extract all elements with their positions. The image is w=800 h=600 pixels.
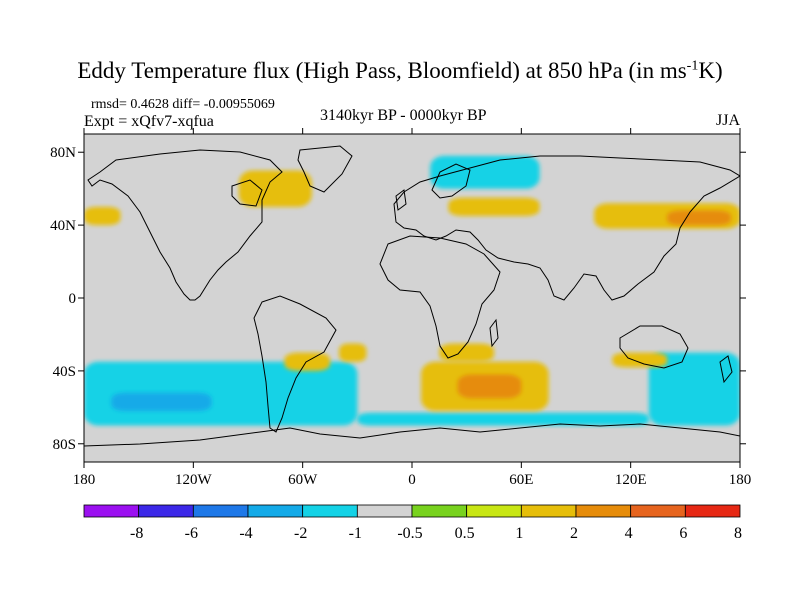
colorbar-label: 2 [570,525,578,542]
x-tick-label: 0 [408,472,416,488]
colorbar-swatch-8 [520,504,577,518]
region-north-pacific-core [667,210,731,226]
coast-africa [379,235,501,359]
colorbar-swatch-4 [302,504,358,518]
region-north-pacific-west [84,206,121,226]
coast-antarctica [84,423,740,447]
x-tick-label: 180 [73,472,96,488]
colorbar-swatch-3 [247,504,304,518]
region-north-atlantic-nordic [430,155,540,189]
colorbar-label: -4 [239,525,252,542]
region-south-america-east-pos [339,343,367,362]
colorbar-label: -6 [185,525,198,542]
colorbar-label: 6 [679,525,687,542]
coast-hudson-bay [231,179,263,207]
coast-australia [619,325,689,369]
region-hudson-bay [238,170,312,207]
y-tick-label: 0 [69,291,77,307]
coast-greenland [297,145,353,193]
coast-new-zealand [719,355,733,384]
season-label: JJA [716,112,741,129]
experiment-label: Expt = xQfv7-xqfua [84,113,214,130]
colorbar-swatch-2 [192,504,249,518]
colorbar-label: -0.5 [397,525,422,542]
colorbar-swatch-11 [684,504,741,518]
coastlines [84,145,740,447]
coast-scandinavia [431,163,471,199]
y-tick-label: 80S [53,437,76,453]
colorbar-label: 4 [625,525,633,542]
colorbar-swatch-6 [411,504,468,518]
y-tick-label: 80N [50,145,76,161]
x-tick-label: 60E [509,472,533,488]
axis-ticks: 180 120W 60W 0 60E 120E 180 80N 40N 0 40S 80S [50,128,751,488]
y-tick-label: 40N [50,218,76,234]
colorbar-swatch-9 [575,504,632,518]
colorbar: -8 -6 -4 -2 -1 -0.5 0.5 1 2 4 6 8 [83,504,742,542]
x-tick-label: 60W [288,472,318,488]
x-tick-label: 120E [615,472,647,488]
coast-uk [395,189,407,211]
colorbar-swatch-1 [138,504,194,518]
coast-madagascar [489,318,499,348]
coast-eurasia [393,155,740,301]
colorbar-label: -1 [349,525,362,542]
y-tick-label: 40S [53,364,76,380]
coast-south-america [253,295,337,433]
region-south-africa-east [439,343,494,362]
colorbar-label: 8 [734,525,742,542]
region-antarctic-coast-band [357,412,649,426]
region-south-pacific-strong [111,392,212,411]
region-australia-east [612,352,668,368]
colorbar-label: 0.5 [455,525,475,542]
anomaly-regions [84,155,740,426]
region-southern-ocean-east [648,352,740,426]
region-eurasia-north [448,197,540,216]
colorbar-label: 1 [515,525,523,542]
period-label: 3140kyr BP - 0000kyr BP [320,107,487,124]
region-south-atlantic-core [457,374,522,399]
x-tick-label: 180 [729,472,752,488]
colorbar-swatch-7 [466,504,522,518]
x-tick-label: 120W [175,472,213,488]
colorbar-swatch-0 [83,504,140,518]
colorbar-swatch-10 [630,504,686,518]
colorbar-label: -2 [294,525,307,542]
stats-label: rmsd= 0.4628 diff= -0.00955069 [91,97,275,112]
coast-north-america [87,149,283,301]
chart-title: Eddy Temperature flux (High Pass, Bloomf… [77,58,723,83]
colorbar-swatch-5 [356,504,413,518]
colorbar-label: -8 [130,525,143,542]
